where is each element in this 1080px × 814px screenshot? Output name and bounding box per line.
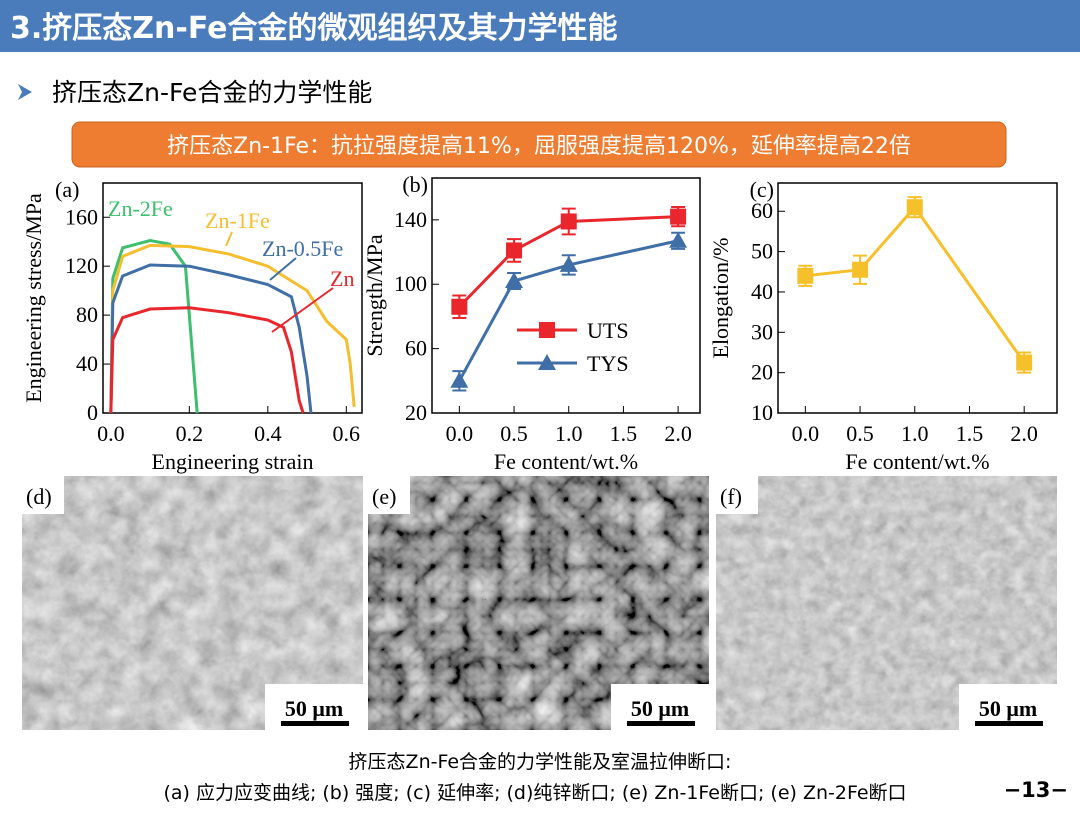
marker (1016, 354, 1033, 371)
pointer (271, 287, 334, 333)
plot-frame (102, 182, 363, 414)
y-tick-label: 60 (751, 198, 773, 223)
series-line (109, 243, 356, 414)
marker (505, 272, 524, 289)
series-label: Zn (330, 266, 354, 291)
y-tick-label: 100 (394, 271, 427, 296)
y-tick-label: 30 (751, 319, 773, 344)
caption: 挤压态Zn-Fe合金的力学性能及室温拉伸断口: (349, 751, 732, 773)
y-tick-label: 140 (394, 207, 427, 232)
x-tick-label: 0.4 (254, 421, 282, 446)
plot-frame (777, 182, 1058, 414)
scale-bar (975, 721, 1043, 726)
panel-label: (c) (750, 177, 774, 202)
scale-bar-label: 50 μm (285, 696, 343, 721)
marker (797, 267, 814, 284)
highlight-box (71, 121, 1007, 168)
caption: (a) 应力应变曲线; (b) 强度; (c) 延伸率; (d)纯锌断口; (e… (163, 782, 906, 804)
legend-label: UTS (587, 318, 629, 343)
series-line (109, 306, 305, 414)
series-line (458, 215, 679, 308)
header-title: 3.挤压态Zn-Fe合金的微观组织及其力学性能 (10, 11, 617, 46)
y-tick-label: 160 (65, 204, 98, 229)
y-axis-label: Engineering stress/MPa (21, 193, 46, 403)
series-line (805, 204, 1026, 364)
header-bar (0, 0, 1080, 52)
y-axis-label: Strength/MPa (362, 234, 387, 356)
pointer (269, 257, 297, 281)
x-axis-label: Fe content/wt.% (845, 449, 989, 474)
y-tick-label: 80 (76, 302, 98, 327)
marker (852, 261, 869, 278)
x-tick-label: 1.0 (901, 421, 929, 446)
y-tick-label: 40 (751, 279, 773, 304)
series-label: Zn-2Fe (108, 196, 173, 221)
scale-bar-label: 50 μm (631, 696, 689, 721)
series-line (109, 238, 199, 414)
image-label: (d) (26, 484, 52, 509)
label-box (368, 476, 410, 514)
highlight-text: 挤压态Zn-1Fe：抗拉强度提高11%，屈服强度提高120%，延伸率提高22倍 (167, 134, 911, 159)
panel-label: (b) (402, 172, 428, 197)
marker (906, 199, 923, 216)
series-label: Zn-1Fe (205, 208, 270, 233)
x-tick-label: 0.0 (97, 421, 125, 446)
x-tick-label: 0.0 (446, 421, 474, 446)
image-label: (e) (372, 484, 396, 509)
plot-frame (431, 177, 701, 414)
marker (559, 255, 578, 272)
image-label: (f) (720, 484, 742, 509)
x-axis-label: Fe content/wt.% (494, 449, 638, 474)
y-tick-label: 0 (87, 400, 98, 425)
panel-label: (a) (55, 177, 79, 202)
legend-marker (538, 354, 556, 370)
x-tick-label: 1.5 (610, 421, 638, 446)
y-axis-label: Elongation/% (708, 238, 733, 359)
series-label: Zn-0.5Fe (262, 236, 343, 261)
scale-bar (281, 721, 349, 726)
y-tick-label: 20 (751, 360, 773, 385)
x-tick-label: 0.6 (333, 421, 361, 446)
pointer (225, 231, 233, 247)
y-tick-label: 120 (65, 253, 98, 278)
x-tick-label: 1.5 (956, 421, 984, 446)
y-tick-label: 40 (76, 351, 98, 376)
y-tick-label: 50 (751, 239, 773, 264)
label-box (716, 476, 758, 514)
series-line (109, 263, 313, 414)
series-line (458, 239, 679, 382)
marker (451, 298, 468, 315)
x-tick-label: 0.0 (792, 421, 820, 446)
x-axis-label: Engineering strain (152, 449, 314, 474)
legend-marker (539, 322, 555, 338)
x-tick-label: 0.2 (176, 421, 204, 446)
marker (450, 371, 469, 388)
marker (669, 231, 688, 248)
y-tick-label: 20 (405, 400, 427, 425)
marker (506, 242, 523, 259)
x-tick-label: 1.0 (555, 421, 583, 446)
marker (560, 213, 577, 230)
y-tick-label: 60 (405, 336, 427, 361)
y-tick-label: 10 (751, 400, 773, 425)
label-box (22, 476, 64, 514)
bullet (18, 84, 32, 100)
scale-bar-label: 50 μm (979, 696, 1037, 721)
marker (670, 208, 687, 225)
scale-bar (627, 721, 695, 726)
legend-label: TYS (587, 351, 629, 376)
subtitle: 挤压态Zn-Fe合金的力学性能 (52, 78, 372, 107)
page-number: −13− (1004, 778, 1068, 802)
x-tick-label: 2.0 (664, 421, 692, 446)
x-tick-label: 0.5 (846, 421, 874, 446)
x-tick-label: 2.0 (1010, 421, 1038, 446)
x-tick-label: 0.5 (500, 421, 528, 446)
